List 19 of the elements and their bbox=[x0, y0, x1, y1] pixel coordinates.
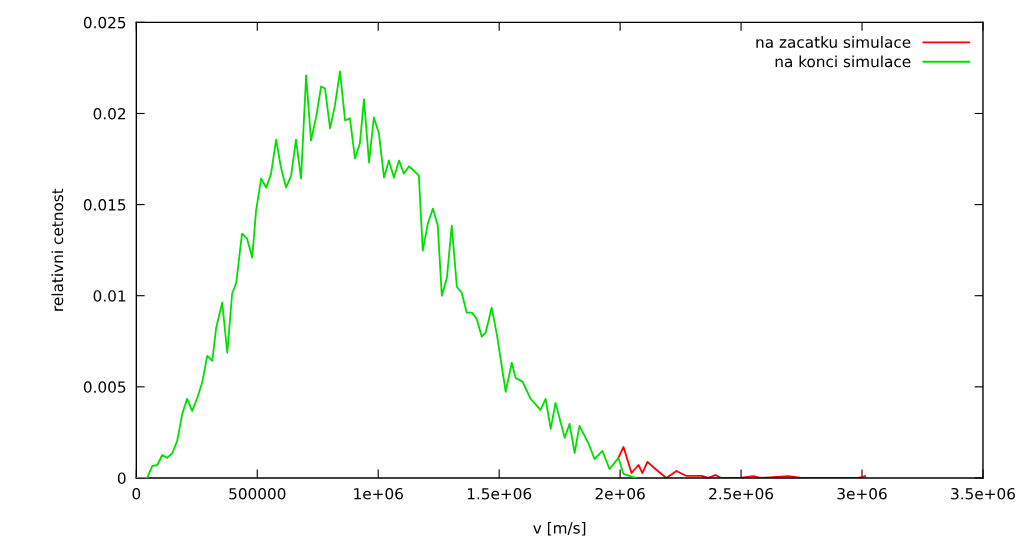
y-tick-label: 0.005 bbox=[83, 381, 126, 393]
legend-label: na konci simulace bbox=[775, 55, 911, 68]
x-tick-label: 3e+06 bbox=[837, 487, 887, 500]
y-tick-label: 0 bbox=[117, 472, 126, 484]
y-tick-label: 0.015 bbox=[83, 199, 126, 211]
x-axis-title: v [m/s] bbox=[533, 521, 586, 536]
y-tick-label: 0.01 bbox=[93, 290, 126, 302]
x-tick-label: 1e+06 bbox=[354, 487, 403, 500]
x-tick-label: 1.5e+06 bbox=[467, 487, 532, 500]
legend-label: na zacatku simulace bbox=[756, 36, 911, 48]
x-tick-label: 3.5e+06 bbox=[951, 487, 1015, 500]
x-tick-label: 0 bbox=[132, 487, 141, 500]
x-tick-label: 2e+06 bbox=[595, 487, 645, 500]
x-tick-label: 500000 bbox=[229, 487, 286, 500]
y-axis-title: relativni cetnost bbox=[51, 188, 64, 311]
y-tick-label: 0.02 bbox=[93, 107, 126, 120]
x-tick-label: 2.5e+06 bbox=[709, 487, 774, 500]
y-tick-label: 0.025 bbox=[83, 16, 126, 29]
line-series bbox=[136, 70, 637, 478]
